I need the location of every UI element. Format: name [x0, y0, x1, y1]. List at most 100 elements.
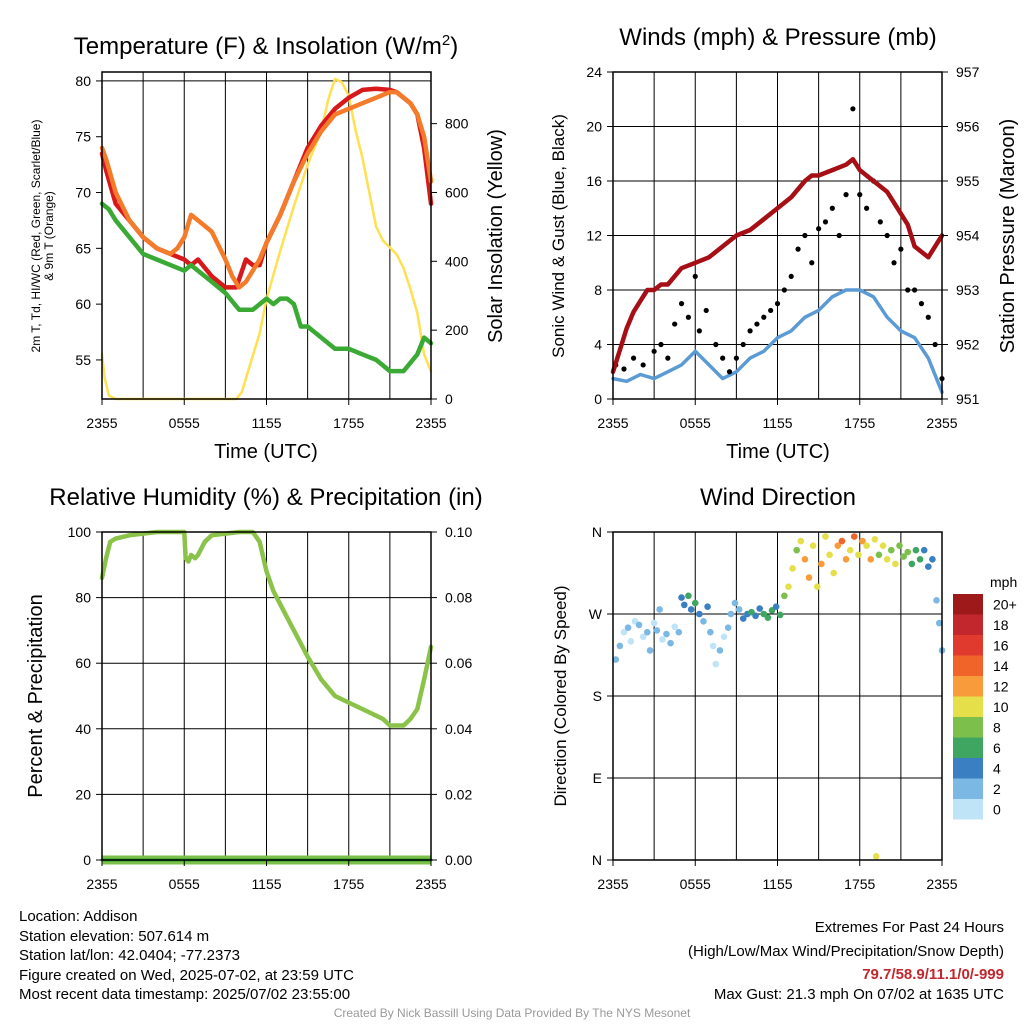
- direction-point: [879, 542, 887, 549]
- wind-xtick-label: 1155: [762, 415, 792, 431]
- series-station-pressure: [610, 156, 945, 375]
- direction-point: [842, 556, 850, 563]
- legend-title: mph: [990, 574, 1017, 590]
- direction-point: [871, 535, 879, 543]
- dir-ytick-label: N: [592, 524, 602, 540]
- gust-point: [802, 232, 808, 239]
- rh-ylabel: Percent & Precipitation: [25, 594, 47, 797]
- station-elevation: Station elevation: 507.614 m: [19, 927, 210, 945]
- direction-point: [720, 633, 728, 641]
- max-gust: Max Gust: 21.3 mph On 07/02 at 1635 UTC: [713, 985, 1004, 1003]
- dir-xtick-label: 0555: [680, 876, 711, 892]
- gust-point: [774, 301, 781, 307]
- dir-xtick-label: 2355: [926, 876, 957, 892]
- gust-point: [747, 328, 753, 334]
- direction-point: [912, 546, 920, 554]
- rh-ytick-r-label: 0.06: [445, 655, 472, 671]
- station-latlon: Station lat/lon: 42.0404; -77.2373: [19, 947, 241, 964]
- direction-point: [826, 551, 833, 559]
- wind-xtick-label: 0555: [680, 415, 711, 431]
- rh-xtick-label: 2355: [415, 876, 446, 892]
- wind-xtick-label: 1755: [844, 415, 875, 431]
- temp-xtick-label: 1755: [333, 415, 364, 431]
- temp-xlabel: Time (UTC): [214, 441, 318, 463]
- direction-point: [920, 546, 928, 554]
- temp-ytick-r-label: 800: [445, 116, 469, 132]
- extremes-info: Extremes For Past 24 Hours (High/Low/Max…: [688, 918, 1004, 1004]
- direction-point: [892, 560, 899, 568]
- dir-ylabel: Direction (Colored By Speed): [551, 585, 570, 806]
- direction-point: [818, 560, 825, 568]
- wind-ytick-label: 0: [594, 391, 602, 407]
- series-sonic-wind: [611, 288, 944, 394]
- legend-label: 14: [993, 658, 1009, 674]
- gust-point: [696, 328, 702, 334]
- wind-ylabel: Sonic Wind & Gust (Blue, Black): [549, 114, 568, 358]
- direction-point: [716, 647, 724, 654]
- direction-point: [612, 656, 620, 663]
- rh-ytick-label: 0: [83, 852, 91, 868]
- gust-point: [692, 273, 698, 279]
- gust-point: [672, 321, 678, 327]
- legend-swatch: [953, 758, 983, 779]
- rh-ytick-label: 60: [75, 655, 91, 671]
- gust-point: [678, 301, 685, 307]
- direction-point: [908, 560, 916, 568]
- direction-point: [739, 615, 747, 622]
- direction-point: [646, 647, 654, 654]
- legend-label: 8: [993, 719, 1001, 735]
- gust-point: [665, 355, 671, 361]
- direction-point: [635, 621, 643, 629]
- direction-point: [756, 605, 763, 612]
- gust-point: [864, 205, 870, 211]
- direction-point: [650, 619, 658, 627]
- direction-point: [772, 603, 780, 611]
- rh-xtick-label: 1755: [333, 876, 364, 892]
- rh-xtick-label: 0555: [169, 876, 200, 892]
- recent-timestamp: Most recent data timestamp: 2025/07/02 2…: [19, 986, 351, 1003]
- direction-point: [883, 556, 891, 563]
- direction-point: [752, 612, 759, 620]
- legend-swatch: [953, 717, 983, 738]
- rh-frame: [142, 532, 391, 860]
- rh-ytick-label: 80: [75, 590, 91, 606]
- rh-xtick-label: 1155: [251, 876, 281, 892]
- gust-point: [713, 341, 719, 348]
- wind-ytick-r-label: 955: [956, 173, 980, 189]
- direction-point: [667, 639, 674, 647]
- direction-point: [904, 548, 912, 556]
- legend-swatch: [953, 696, 983, 717]
- legend-label: 20+: [993, 596, 1017, 612]
- rh-ytick-label: 40: [75, 721, 91, 737]
- direction-point: [731, 599, 739, 607]
- direction-point: [822, 533, 829, 540]
- gust-point: [822, 219, 829, 225]
- direction-point: [872, 853, 880, 860]
- temp-ylabel: 2m T, Td, HI/WC (Red, Green, Scarlet/Blu…: [29, 120, 56, 353]
- direction-point: [696, 610, 703, 618]
- temp-ylabel-right: Solar Insolation (Yellow): [485, 129, 507, 343]
- legend-label: 16: [993, 637, 1009, 653]
- direction-point: [859, 537, 866, 545]
- direction-point: [896, 542, 903, 549]
- legend-swatch: [953, 614, 983, 635]
- gust-point: [733, 355, 739, 361]
- direction-point: [855, 551, 862, 559]
- direction-point: [671, 623, 678, 631]
- direction-point: [639, 633, 647, 641]
- direction-point: [727, 610, 735, 618]
- rh-ytick-label: 20: [75, 786, 91, 802]
- series-9m-t: [99, 89, 434, 290]
- direction-point: [643, 628, 651, 636]
- gust-point: [877, 219, 883, 225]
- gust-point: [836, 232, 842, 239]
- direction-point: [712, 660, 720, 668]
- gust-point: [685, 314, 691, 320]
- direction-point: [663, 630, 670, 638]
- gust-point: [932, 341, 938, 348]
- gust-point: [829, 205, 835, 211]
- gust-point: [850, 106, 856, 112]
- wind-ylabel-right: Station Pressure (Maroon): [997, 119, 1019, 354]
- direction-point: [776, 611, 784, 619]
- gust-point: [925, 314, 931, 320]
